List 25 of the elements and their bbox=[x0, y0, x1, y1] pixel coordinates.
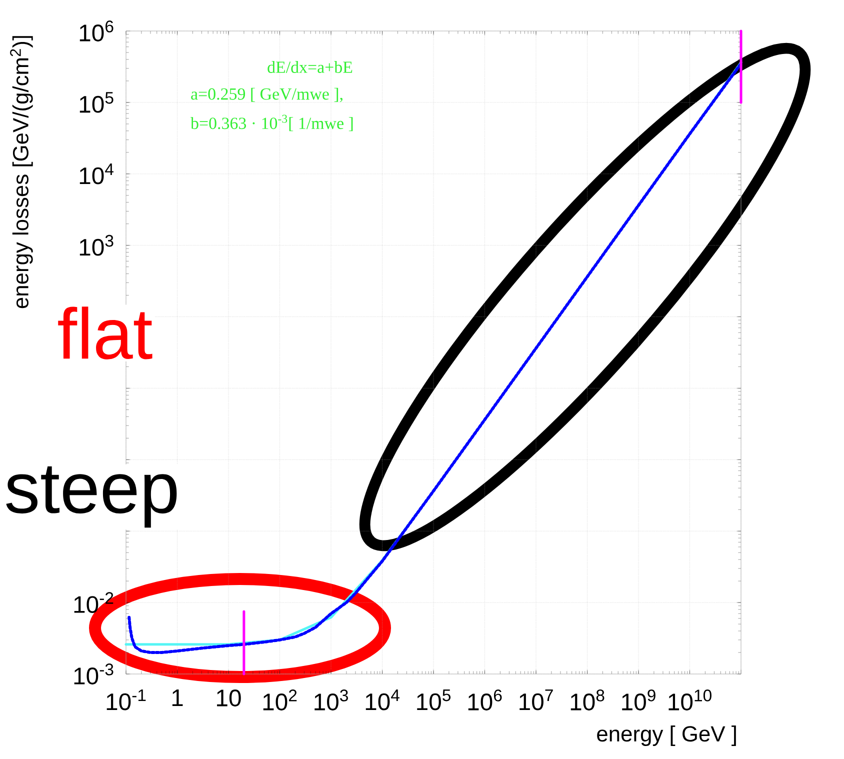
x-tick-label: 10$^{6}$ bbox=[468, 690, 502, 710]
annotation: a=0.259 [ GeV/mwe ], bbox=[191, 88, 342, 102]
y-tick-label: 10$^{5}$ bbox=[80, 92, 114, 113]
x-tick-label: 10$^{8}$ bbox=[570, 690, 604, 710]
x-tick-label: 10$^{2}$ bbox=[263, 690, 297, 710]
y-tick-label: 10$^{6}$ bbox=[80, 20, 114, 42]
x-tick-label: 10$^{-1}$ bbox=[106, 690, 146, 710]
x-tick-label: 10 bbox=[217, 690, 241, 706]
annotation: dE/dx=a+bE bbox=[268, 61, 352, 73]
x-tick-label: 10$^{10}$ bbox=[668, 690, 712, 710]
y-tick-label: 10$^{3}$ bbox=[80, 234, 114, 256]
annotation: steep bbox=[6, 466, 177, 528]
y-axis-title: energy losses [GeV/(g/cm$^{2}$)] bbox=[10, 36, 33, 308]
x-tick-label: 10$^{4}$ bbox=[366, 690, 400, 710]
x-tick-label: 10$^{9}$ bbox=[622, 690, 656, 710]
x-tick-label: 10$^{3}$ bbox=[314, 690, 348, 710]
x-tick-label: 10$^{5}$ bbox=[417, 690, 451, 710]
x-axis-title: energy [ GeV ] bbox=[597, 726, 736, 746]
annotation: flat bbox=[58, 306, 152, 360]
x-tick-label: 10$^{7}$ bbox=[520, 690, 553, 710]
y-tick-label: 10$^{4}$ bbox=[80, 164, 114, 184]
y-tick-label: 10$^{-2}$ bbox=[74, 592, 114, 614]
y-tick-label: 10$^{-3}$ bbox=[74, 664, 114, 684]
x-tick-label: 1 bbox=[172, 690, 183, 706]
annotation: b=0.363 · 10$^{-3}$[ 1/mwe ] bbox=[190, 114, 353, 132]
